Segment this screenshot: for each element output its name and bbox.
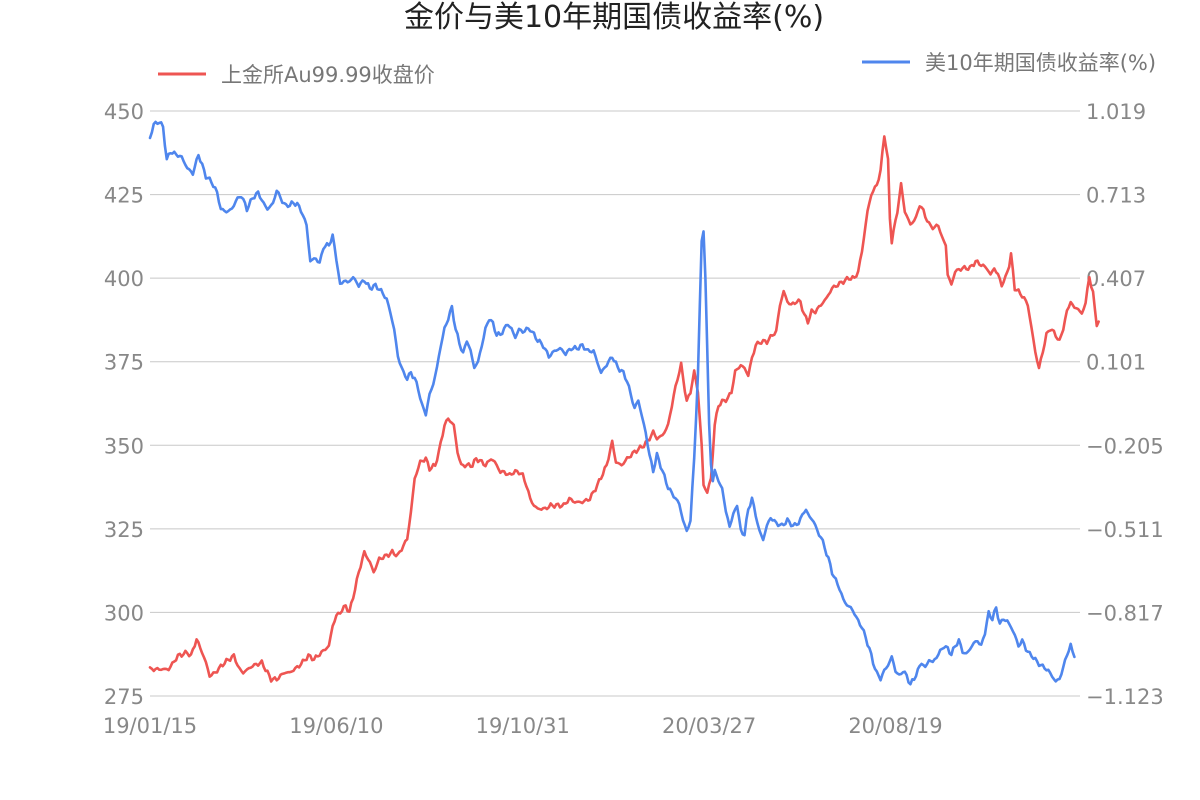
x-tick-label: 19/10/31 — [476, 714, 570, 738]
right-y-tick-label: −0.205 — [1086, 434, 1164, 458]
left-y-tick-label: 425 — [104, 184, 144, 208]
right-y-tick-label: −0.511 — [1086, 518, 1164, 542]
right-y-tick-label: 0.407 — [1086, 267, 1146, 291]
x-axis: 19/01/15 19/06/10 19/10/31 20/03/27 20/08/19 — [103, 714, 943, 738]
right-y-tick-label: 1.019 — [1086, 100, 1146, 124]
left-y-tick-label: 450 — [104, 100, 144, 124]
right-y-tick-label: 0.713 — [1086, 184, 1146, 208]
right-y-tick-label: 0.101 — [1086, 351, 1146, 375]
legend-treasury-yield: 美10年期国债收益率(%) — [862, 51, 1156, 75]
left-y-tick-label: 275 — [104, 685, 144, 709]
legend-gold-label: 上金所Au99.99收盘价 — [221, 63, 435, 87]
series-line-treasury-yield — [148, 120, 1076, 686]
gridlines — [150, 110, 1080, 697]
x-tick-label: 19/01/15 — [103, 714, 197, 738]
left-y-tick-label: 375 — [104, 351, 144, 375]
left-y-tick-label: 350 — [104, 434, 144, 458]
legend-gold: 上金所Au99.99收盘价 — [158, 63, 435, 87]
legend-treasury-yield-label: 美10年期国债收益率(%) — [925, 51, 1156, 75]
x-tick-label: 20/03/27 — [662, 714, 756, 738]
left-y-axis: 275 300 325 350 375 400 425 450 — [104, 100, 144, 709]
x-tick-label: 19/06/10 — [289, 714, 383, 738]
series-layer — [148, 120, 1100, 686]
x-tick-label: 20/08/19 — [848, 714, 942, 738]
right-y-tick-label: −0.817 — [1086, 601, 1164, 625]
left-y-tick-label: 400 — [104, 267, 144, 291]
left-y-tick-label: 300 — [104, 601, 144, 625]
series-line-gold-price — [148, 135, 1100, 683]
right-y-tick-label: −1.123 — [1086, 685, 1164, 709]
left-y-tick-label: 325 — [104, 518, 144, 542]
right-y-axis: 1.019 0.713 0.407 0.101 −0.205 −0.511 −0.817 −1… — [1086, 100, 1164, 709]
chart-title: 金价与美10年期国债收益率(%) — [404, 0, 824, 35]
